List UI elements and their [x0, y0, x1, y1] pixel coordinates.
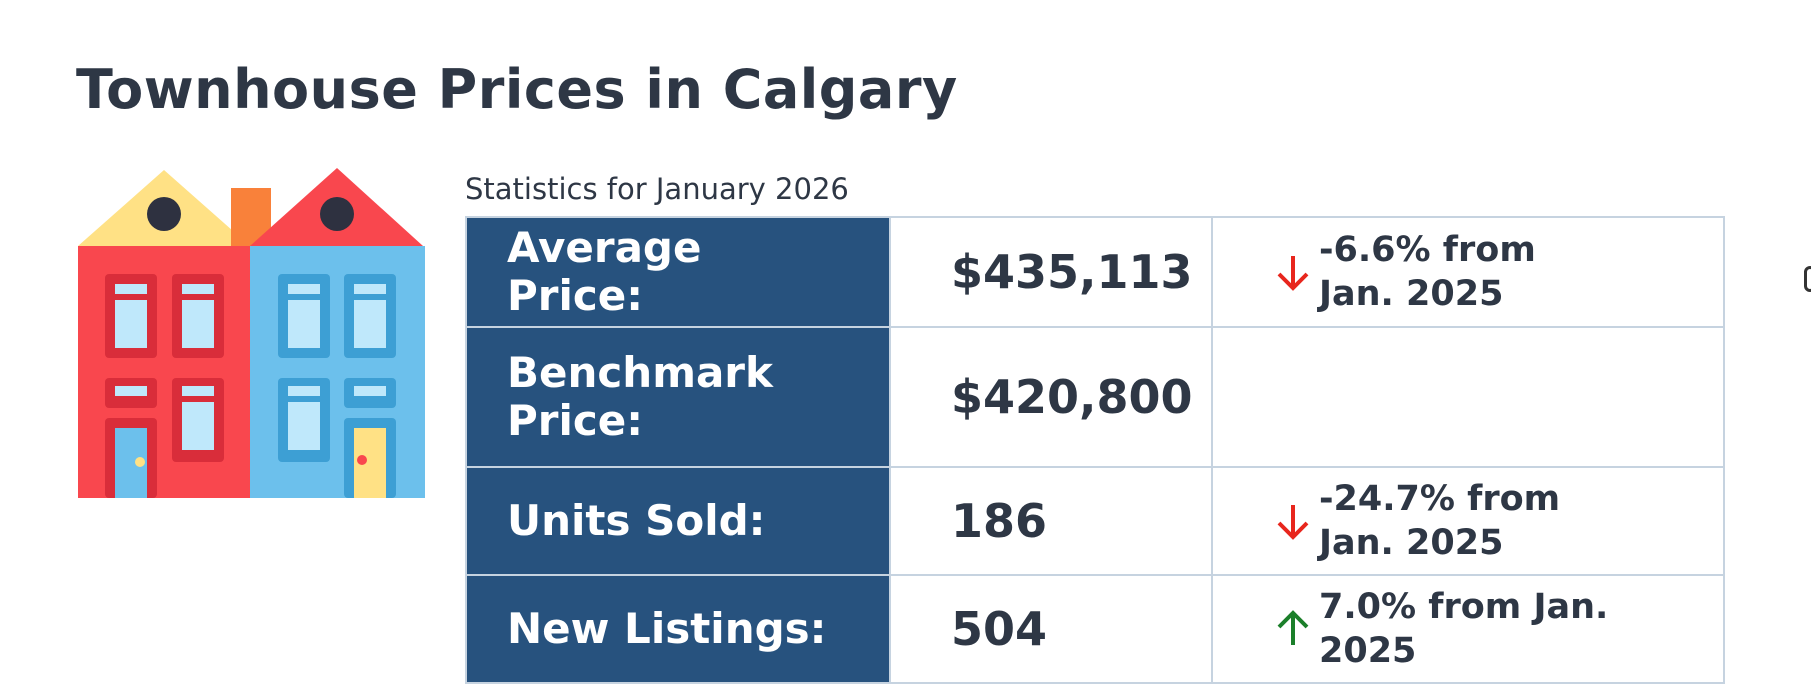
stats-row-benchmark-price: Benchmark Price: $420,800 [465, 326, 1725, 468]
arrow-up-icon [1277, 610, 1309, 645]
stats-change-text: -24.7% from Jan. 2025 [1319, 479, 1561, 563]
stats-change [1211, 326, 1725, 468]
stats-row-units-sold: Units Sold: 186 -24.7% from Jan. 2025 [465, 466, 1725, 576]
stats-change-text: 7.0% from Jan. 2025 [1319, 587, 1609, 671]
stats-label: Benchmark Price: [465, 326, 891, 468]
arrow-down-icon [1277, 505, 1309, 540]
stats-table: Average Price: $435,113 -6.6% from Jan. … [465, 216, 1725, 684]
stats-change-text: -6.6% from Jan. 2025 [1319, 230, 1536, 314]
stats-row-new-listings: New Listings: 504 7.0% from Jan. 2025 [465, 574, 1725, 684]
arrow-down-icon [1277, 256, 1309, 291]
stats-change: 7.0% from Jan. 2025 [1211, 574, 1725, 684]
stats-label: Average Price: [465, 216, 891, 328]
stats-row-average-price: Average Price: $435,113 -6.6% from Jan. … [465, 216, 1725, 328]
stats-change: -6.6% from Jan. 2025 [1211, 216, 1725, 328]
stats-value: $435,113 [889, 216, 1213, 328]
stats-label: New Listings: [465, 574, 891, 684]
scroll-handle[interactable] [1804, 266, 1811, 292]
stats-value: $420,800 [889, 326, 1213, 468]
stats-value: 504 [889, 574, 1213, 684]
page-title: Townhouse Prices in Calgary [76, 58, 958, 121]
stats-caption: Statistics for January 2026 [465, 172, 849, 206]
stats-value: 186 [889, 466, 1213, 576]
stats-label: Units Sold: [465, 466, 891, 576]
stats-change: -24.7% from Jan. 2025 [1211, 466, 1725, 576]
townhouses-illustration-icon [78, 168, 425, 498]
